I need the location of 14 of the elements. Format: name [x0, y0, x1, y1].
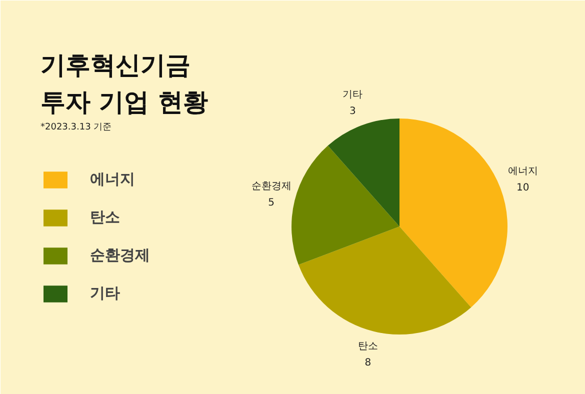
chart-title: 기후혁신기금 투자 기업 현황 — [40, 50, 208, 116]
data-label: 3 — [350, 106, 356, 117]
data-label: 8 — [364, 357, 372, 368]
slice-label: 기타 — [342, 89, 363, 100]
slice-label: 에너지 — [508, 166, 538, 177]
legend-label: 순환경제 — [90, 245, 150, 266]
legend-label: 에너지 — [90, 169, 135, 190]
data-label: 10 — [516, 182, 530, 194]
data-label: 5 — [268, 198, 275, 209]
slice-label: 순환경제 — [251, 181, 292, 192]
slice-label: 탄소 — [358, 340, 378, 352]
legend-label: 기타 — [90, 283, 120, 304]
text: *2023.3.13 기준 — [40, 122, 112, 132]
legend-label: 탄소 — [90, 207, 120, 228]
